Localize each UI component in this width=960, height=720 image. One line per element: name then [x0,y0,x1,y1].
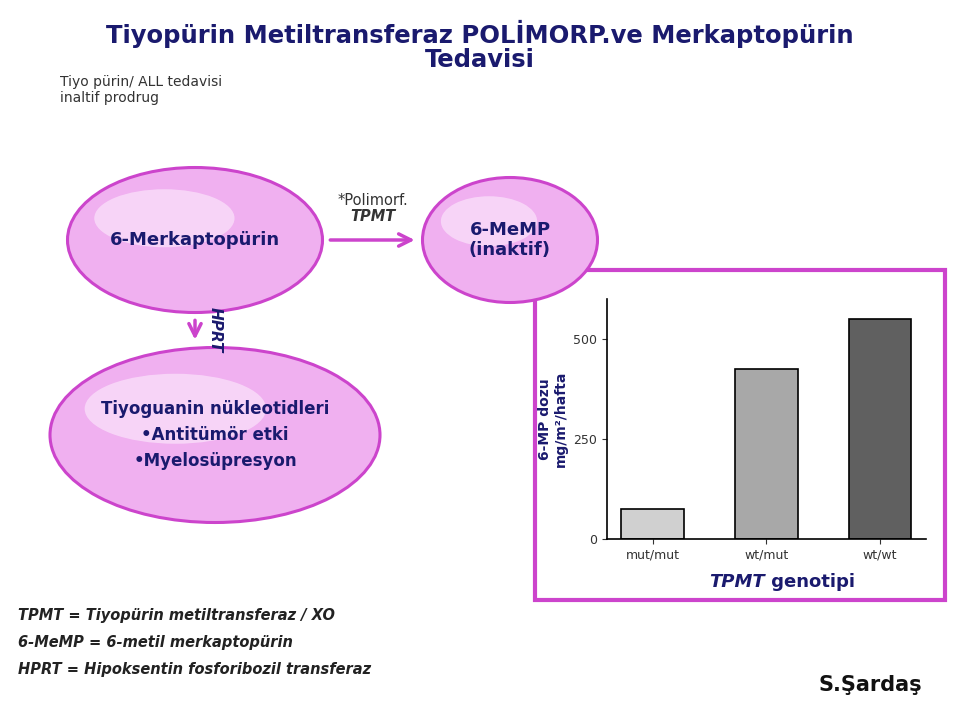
Text: HPRT = Hipoksentin fosforibozil transferaz: HPRT = Hipoksentin fosforibozil transfer… [18,662,372,677]
Ellipse shape [84,374,266,444]
Text: TPMT: TPMT [349,209,396,224]
Text: TPMT = Tiyopürin metiltransferaz / XO: TPMT = Tiyopürin metiltransferaz / XO [18,608,335,623]
Text: HPRT: HPRT [207,307,223,353]
Y-axis label: 6-MP dozu
mg/m²/hafta: 6-MP dozu mg/m²/hafta [538,371,567,467]
Bar [849,319,911,539]
Ellipse shape [67,168,323,312]
Ellipse shape [441,197,538,246]
Bar [621,509,684,539]
Ellipse shape [422,178,597,302]
Text: genotipi: genotipi [765,573,855,591]
Text: 6-MeMP = 6-metil merkaptopürin: 6-MeMP = 6-metil merkaptopürin [18,635,293,650]
Text: Tiyoguanin nükleotidleri
•Antitümör etki
•Myelosüpresyon: Tiyoguanin nükleotidleri •Antitümör etki… [101,400,329,470]
Text: Tiyo pürin/ ALL tedavisi
inaltif prodrug: Tiyo pürin/ ALL tedavisi inaltif prodrug [60,75,222,105]
Text: 6-MeMP
(inaktif): 6-MeMP (inaktif) [469,220,551,259]
Ellipse shape [50,348,380,523]
Ellipse shape [94,189,234,247]
Text: S.Şardaş: S.Şardaş [818,675,922,695]
Bar [535,270,945,600]
Text: TPMT: TPMT [708,573,764,591]
Text: 6-Merkaptopürin: 6-Merkaptopürin [110,231,280,249]
Text: *Polimorf.: *Polimorf. [337,193,408,208]
Bar [735,369,798,539]
Text: Tiyopürin Metiltransferaz POLİMORP.ve Merkaptopürin: Tiyopürin Metiltransferaz POLİMORP.ve Me… [107,20,853,48]
Text: Tedavisi: Tedavisi [425,48,535,72]
